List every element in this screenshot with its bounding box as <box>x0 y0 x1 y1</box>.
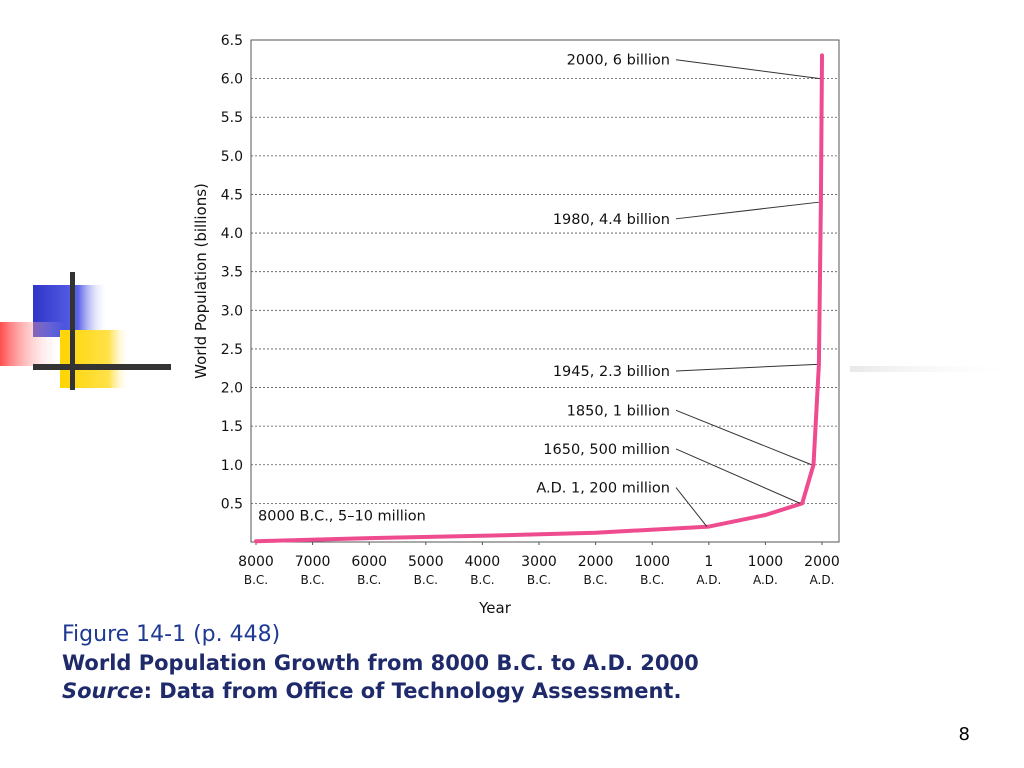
page-number: 8 <box>958 724 970 745</box>
x-tick-label: 1000 <box>748 554 784 570</box>
x-tick-era: B.C. <box>244 573 268 587</box>
y-tick-label: 5.0 <box>221 149 243 165</box>
x-tick-label: 2000 <box>578 554 614 570</box>
annotation-leader <box>675 487 708 527</box>
x-tick-era: B.C. <box>414 573 438 587</box>
annotation-label: 1650, 500 million <box>543 442 670 458</box>
x-tick-label: 8000 <box>238 554 274 570</box>
y-tick-label: 2.0 <box>221 381 243 397</box>
deco-vertical-bar <box>70 272 75 390</box>
y-tick-label: 4.5 <box>221 187 243 203</box>
y-tick-label: 1.0 <box>221 458 243 474</box>
annotation-leader <box>675 201 819 220</box>
x-tick-era: A.D. <box>810 573 835 587</box>
source-label: Source <box>62 679 144 703</box>
figure-number: Figure 14-1 (p. 448) <box>62 622 281 647</box>
x-tick-era: B.C. <box>583 573 607 587</box>
y-tick-label: 6.5 <box>221 33 243 49</box>
annotation-label: 1850, 1 billion <box>567 403 670 419</box>
x-tick-era: B.C. <box>527 573 551 587</box>
figure-caption: Figure 14-1 (p. 448) World Population Gr… <box>62 622 699 707</box>
y-tick-label: 1.5 <box>221 419 243 435</box>
deco-fade-line <box>850 366 1024 372</box>
figure-source: Source: Data from Office of Technology A… <box>62 679 699 703</box>
x-axis-label: Year <box>478 599 512 617</box>
x-tick-era: B.C. <box>357 573 381 587</box>
x-tick-era: A.D. <box>696 573 721 587</box>
annotation-label: 2000, 6 billion <box>567 53 670 69</box>
annotation-label: 1980, 4.4 billion <box>553 212 670 228</box>
x-tick-label: 1 <box>704 554 713 570</box>
annotation-leader <box>675 59 821 80</box>
annotation-leader <box>675 409 812 466</box>
x-tick-label: 5000 <box>408 554 444 570</box>
annotation-label: 8000 B.C., 5–10 million <box>258 508 426 524</box>
x-tick-label: 2000 <box>804 554 840 570</box>
annotation-leader <box>675 448 801 504</box>
annotation-label: A.D. 1, 200 million <box>536 481 670 497</box>
deco-red-square <box>0 322 64 366</box>
x-tick-label: 4000 <box>465 554 501 570</box>
x-tick-label: 3000 <box>521 554 557 570</box>
figure-title: World Population Growth from 8000 B.C. t… <box>62 651 699 675</box>
population-line <box>254 53 824 544</box>
x-tick-label: 6000 <box>351 554 387 570</box>
x-tick-label: 7000 <box>295 554 331 570</box>
plot-frame <box>250 39 840 543</box>
y-tick-label: 0.5 <box>221 496 243 512</box>
annotation-leader <box>675 363 817 372</box>
x-tick-era: B.C. <box>470 573 494 587</box>
y-tick-label: 3.5 <box>221 265 243 281</box>
source-text: : Data from Office of Technology Assessm… <box>143 679 682 703</box>
x-tick-era: B.C. <box>300 573 324 587</box>
deco-horizontal-bar <box>33 364 171 370</box>
x-tick-era: A.D. <box>753 573 778 587</box>
x-tick-era: B.C. <box>640 573 664 587</box>
y-tick-label: 5.5 <box>221 110 243 126</box>
y-tick-label: 2.5 <box>221 342 243 358</box>
y-tick-label: 4.0 <box>221 226 243 242</box>
annotation-label: 1945, 2.3 billion <box>553 364 670 380</box>
y-tick-label: 6.0 <box>221 72 243 88</box>
y-tick-label: 3.0 <box>221 303 243 319</box>
x-tick-label: 1000 <box>634 554 670 570</box>
y-axis-label: World Population (billions) <box>192 183 210 379</box>
